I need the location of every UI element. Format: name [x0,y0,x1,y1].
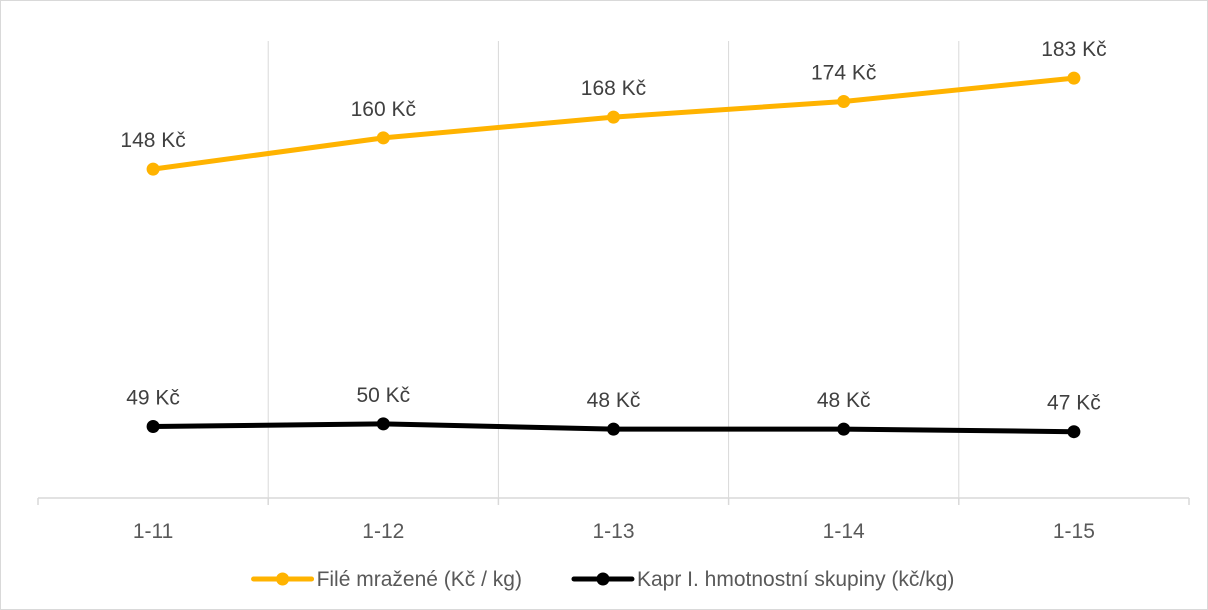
data-point [1067,71,1081,85]
data-point [837,422,851,436]
data-point [146,162,160,176]
x-tick-label: 1-11 [133,520,173,543]
x-tick-label: 1-15 [1053,520,1095,543]
data-label: 160 Kč [351,98,416,121]
data-point [146,420,160,433]
data-label: 48 Kč [587,389,641,412]
data-label: 174 Kč [811,62,876,85]
data-label: 183 Kč [1041,38,1106,61]
data-label: 47 Kč [1047,392,1101,415]
data-point [607,110,620,124]
x-axis: 1-11 1-12 1-13 1-14 1-15 [37,497,1190,543]
legend-key-marker [276,572,290,586]
data-label: 48 Kč [817,389,871,412]
data-label: 50 Kč [356,384,410,407]
data-label: 148 Kč [120,129,185,152]
data-label: 49 Kč [126,387,180,410]
data-point [376,131,390,145]
legend-label: Kapr I. hmotnostní skupiny (kč/kg) [637,568,954,591]
data-point [837,95,851,108]
data-labels: 148 Kč 160 Kč 168 Kč 174 Kč 183 Kč 49 Kč 50 Kč… [120,38,1106,415]
x-tick-label: 1-14 [823,520,865,543]
data-point [376,417,390,431]
data-point [1067,425,1081,439]
legend-key-marker [596,572,610,586]
gridlines [267,41,960,498]
x-tick-label: 1-12 [362,520,404,543]
series-group [146,71,1081,439]
legend: Filé mražené (Kč / kg) Kapr I. hmotnostní… [251,568,954,591]
data-label: 168 Kč [581,77,646,100]
x-tick-label: 1-13 [592,520,634,543]
data-point [607,422,620,436]
legend-label: Filé mražené (Kč / kg) [317,568,522,591]
